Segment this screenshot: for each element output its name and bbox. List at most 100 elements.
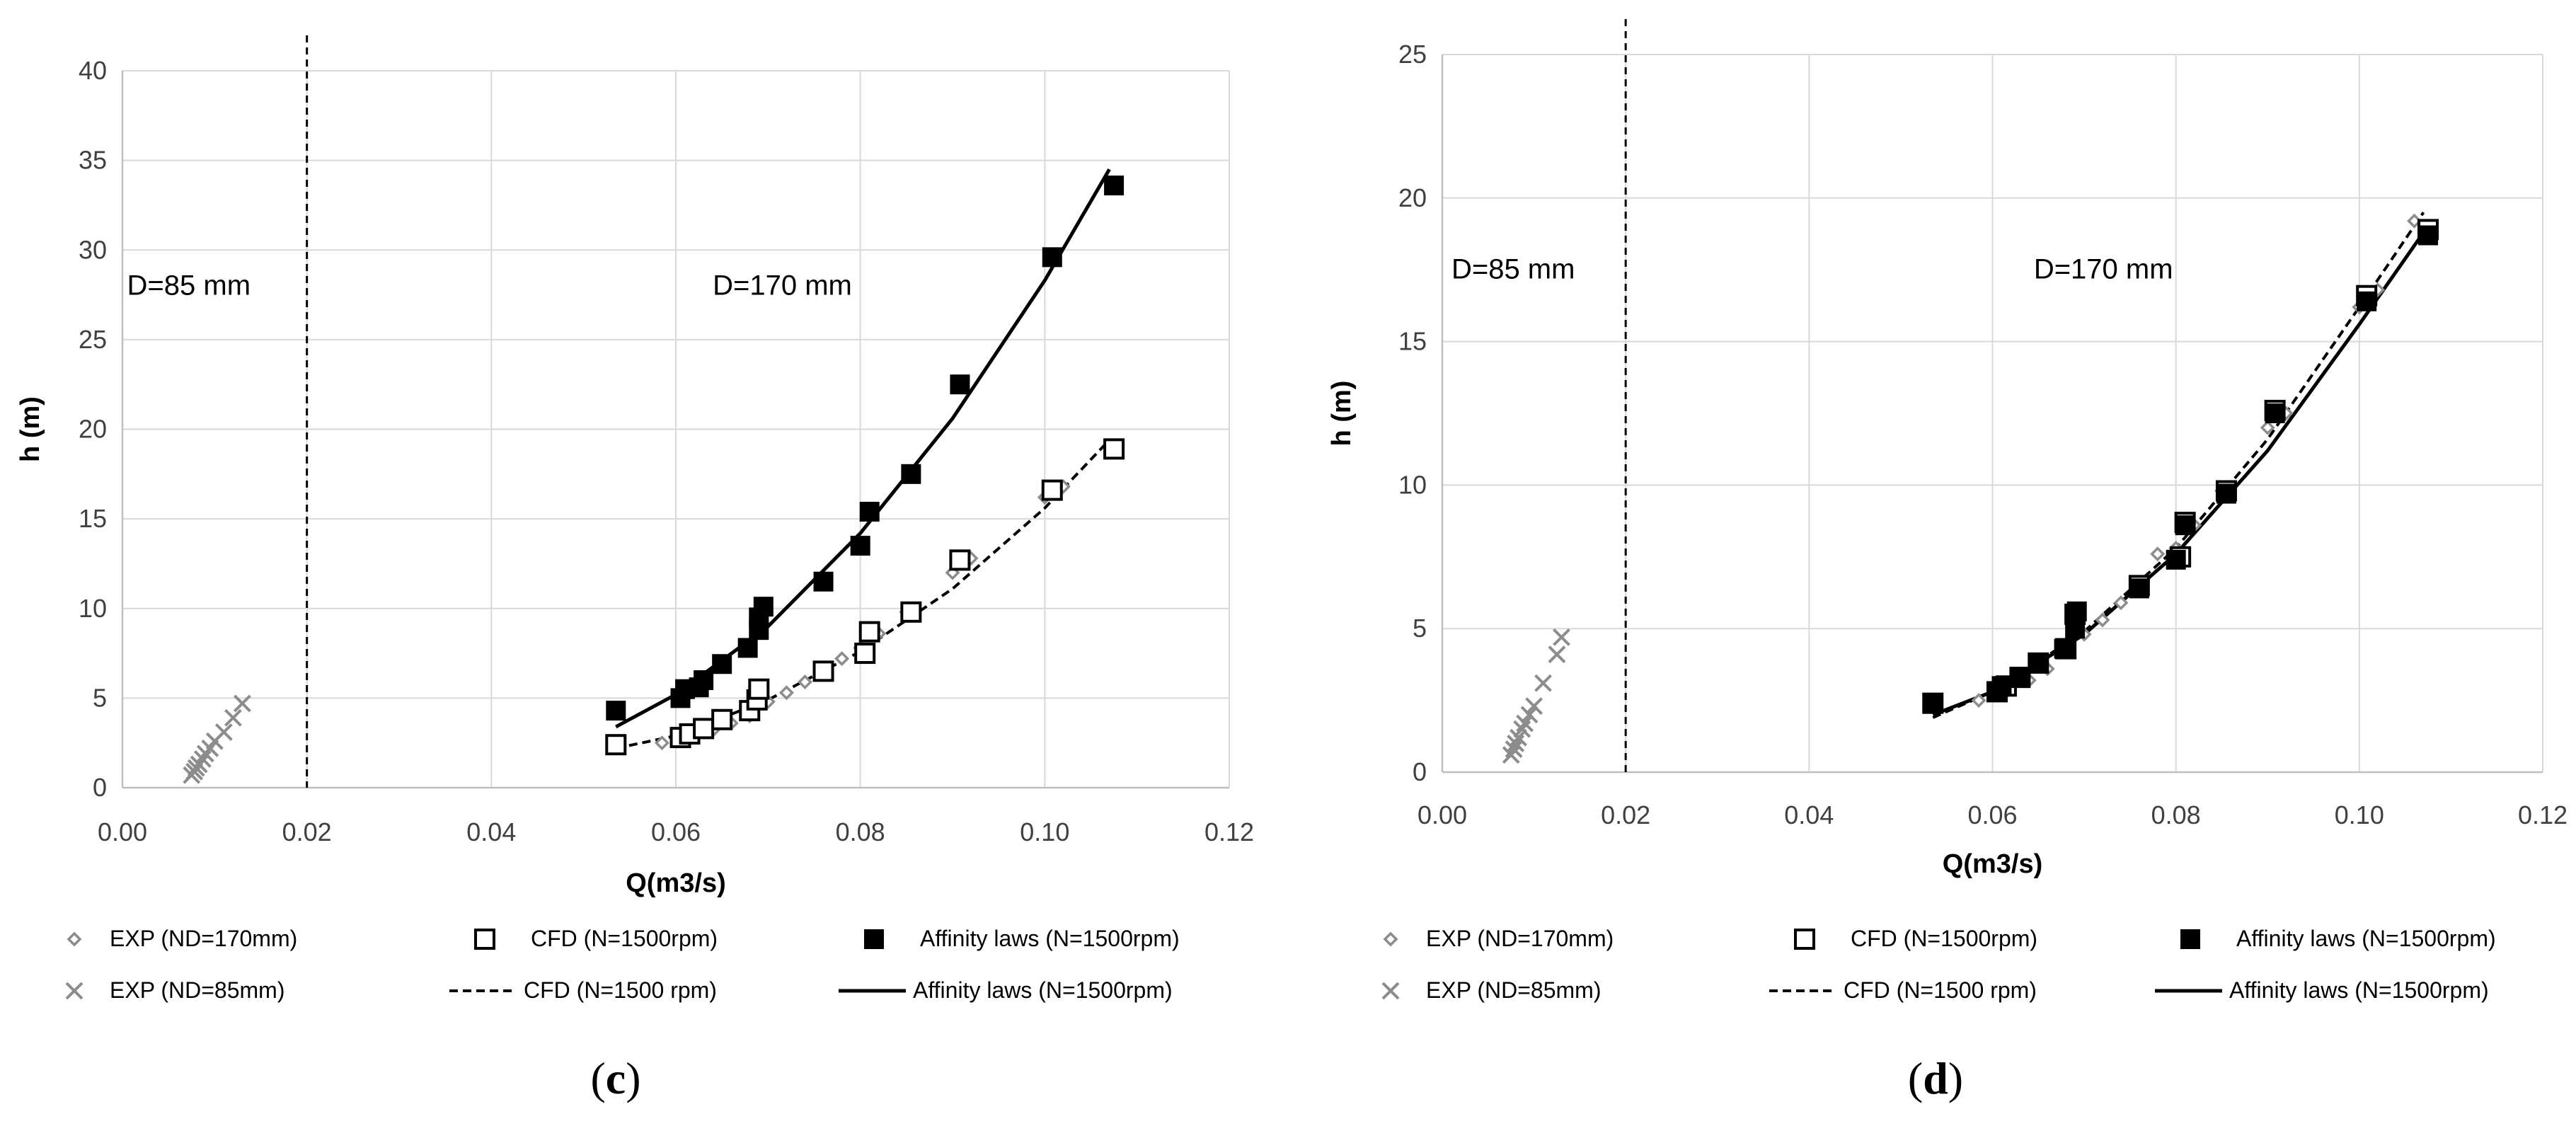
data-point-open-square — [693, 718, 715, 740]
affinity-fit-line — [1932, 231, 2425, 717]
data-point-x — [1534, 674, 1552, 692]
data-point-diamond — [2113, 595, 2129, 611]
cfd-fit-line — [1932, 211, 2425, 719]
y-tick-label: 25 — [1398, 40, 1427, 69]
y-tick-label: 5 — [1413, 614, 1427, 643]
y-tick-label: 15 — [79, 504, 107, 533]
data-point-filled-square — [2216, 483, 2236, 504]
legend-marker-open-square — [474, 929, 495, 950]
panel-caption: (c) — [590, 1053, 640, 1103]
data-point-open-square — [1041, 479, 1063, 501]
data-point-x — [1525, 697, 1543, 716]
data-point-diamond — [654, 735, 669, 751]
data-point-filled-square — [753, 597, 774, 617]
data-point-filled-square — [901, 464, 921, 484]
data-point-filled-square — [813, 571, 834, 592]
data-point-filled-square — [2418, 225, 2439, 246]
legend-marker-diamond — [1383, 931, 1398, 947]
y-tick-label: 20 — [79, 415, 107, 444]
data-point-diamond — [2150, 546, 2166, 562]
data-point-open-square — [605, 734, 627, 756]
data-point-filled-square — [2357, 291, 2377, 311]
diameter-annotation: D=85 mm — [127, 270, 251, 301]
x-axis-label: Q(m3/s) — [1943, 849, 2042, 879]
data-point-x — [1553, 628, 1570, 646]
data-point-filled-square — [2010, 667, 2030, 688]
data-point-filled-square — [1923, 693, 1943, 713]
x-tick-label: 0.12 — [2518, 800, 2568, 829]
legend-label: CFD (N=1500rpm) — [1851, 926, 2037, 951]
data-point-filled-square — [1042, 247, 1062, 268]
data-point-filled-square — [2066, 601, 2087, 621]
data-point-x — [1520, 706, 1539, 724]
legend-label: EXP (ND=170mm) — [110, 926, 297, 951]
legend-label: CFD (N=1500 rpm) — [524, 977, 717, 1003]
legend: EXP (ND=170mm) CFD (N=1500rpm) Affinity la… — [1381, 926, 2496, 1003]
legend-label: Affinity laws (N=1500rpm) — [2236, 926, 2496, 951]
legend-label: CFD (N=1500rpm) — [531, 926, 718, 951]
y-tick-label: 15 — [1398, 327, 1427, 356]
data-point-diamond — [1971, 693, 1986, 708]
data-point-open-square — [949, 549, 971, 571]
legend-marker-filled-square — [2180, 929, 2200, 949]
legend-marker-open-square — [1794, 929, 1815, 950]
legend: EXP (ND=170mm) CFD (N=1500rpm) Affinity la… — [65, 926, 1180, 1003]
data-point-filled-square — [737, 638, 758, 658]
x-tick-label: 0.02 — [1601, 800, 1650, 829]
data-point-diamond — [778, 685, 794, 701]
x-tick-label: 0.08 — [2151, 800, 2201, 829]
chart-panel-c: 0 5 10 15 20 25 30 35 40 0.00 0.02 0.04 0.06 0.08 0.10… — [16, 35, 1254, 1103]
legend-label: EXP (ND=85mm) — [110, 977, 284, 1003]
y-tick-label: 25 — [79, 325, 107, 354]
legend-marker-filled-square — [864, 929, 884, 949]
data-point-filled-square — [1104, 176, 1125, 196]
y-tick-label: 10 — [1398, 470, 1427, 499]
caption-paren: ( — [590, 1053, 605, 1103]
data-point-open-square — [858, 621, 880, 643]
legend-marker-x — [1381, 982, 1400, 1000]
caption-paren: ( — [1908, 1053, 1923, 1103]
data-point-open-square — [854, 643, 876, 665]
data-point-filled-square — [859, 501, 880, 522]
data-point-x — [234, 694, 251, 713]
y-tick-label: 10 — [79, 594, 107, 623]
x-tick-label: 0.10 — [1020, 817, 1069, 846]
diameter-annotation: D=85 mm — [1451, 253, 1575, 285]
data-point-filled-square — [2065, 619, 2086, 639]
panel-caption: (d) — [1908, 1053, 1963, 1103]
data-point-open-square — [812, 660, 834, 682]
x-tick-label: 0.00 — [98, 817, 147, 846]
x-tick-label: 0.08 — [836, 817, 885, 846]
data-point-filled-square — [2129, 578, 2149, 599]
data-point-x — [193, 750, 212, 768]
data-point-diamond — [834, 651, 850, 667]
data-point-filled-square — [606, 701, 626, 721]
caption-paren: ) — [626, 1053, 640, 1103]
data-point-filled-square — [2175, 515, 2195, 536]
data-point-open-square — [900, 601, 922, 623]
data-point-diamond — [797, 674, 812, 690]
data-point-filled-square — [2028, 653, 2049, 673]
data-point-open-square — [1103, 438, 1125, 460]
legend-marker-diamond — [67, 931, 82, 947]
data-point-filled-square — [694, 670, 714, 691]
x-axis-label: Q(m3/s) — [626, 868, 725, 898]
diameter-annotation: D=170 mm — [713, 270, 852, 301]
legend-label: CFD (N=1500 rpm) — [1844, 977, 2037, 1003]
y-tick-label: 20 — [1398, 183, 1427, 212]
data-point-filled-square — [712, 654, 732, 674]
x-tick-label: 0.04 — [466, 817, 516, 846]
diameter-annotation: D=170 mm — [2034, 253, 2173, 285]
data-point-open-square — [748, 678, 770, 700]
legend-label: Affinity laws (N=1500rpm) — [920, 926, 1180, 951]
data-point-open-square — [711, 708, 733, 730]
data-point-x — [1505, 740, 1523, 758]
legend-label: Affinity laws (N=1500rpm) — [913, 977, 1173, 1003]
x-tick-label: 0.10 — [2335, 800, 2384, 829]
data-point-diamond — [2260, 420, 2275, 435]
y-tick-label: 5 — [93, 683, 107, 712]
chart-panel-d: 0 5 10 15 20 25 0.00 0.02 0.04 0.06 0.08 0.10 0.12 Q(… — [1327, 19, 2568, 1103]
data-point-x — [1516, 714, 1534, 733]
legend-label: Affinity laws (N=1500rpm) — [2229, 977, 2489, 1003]
